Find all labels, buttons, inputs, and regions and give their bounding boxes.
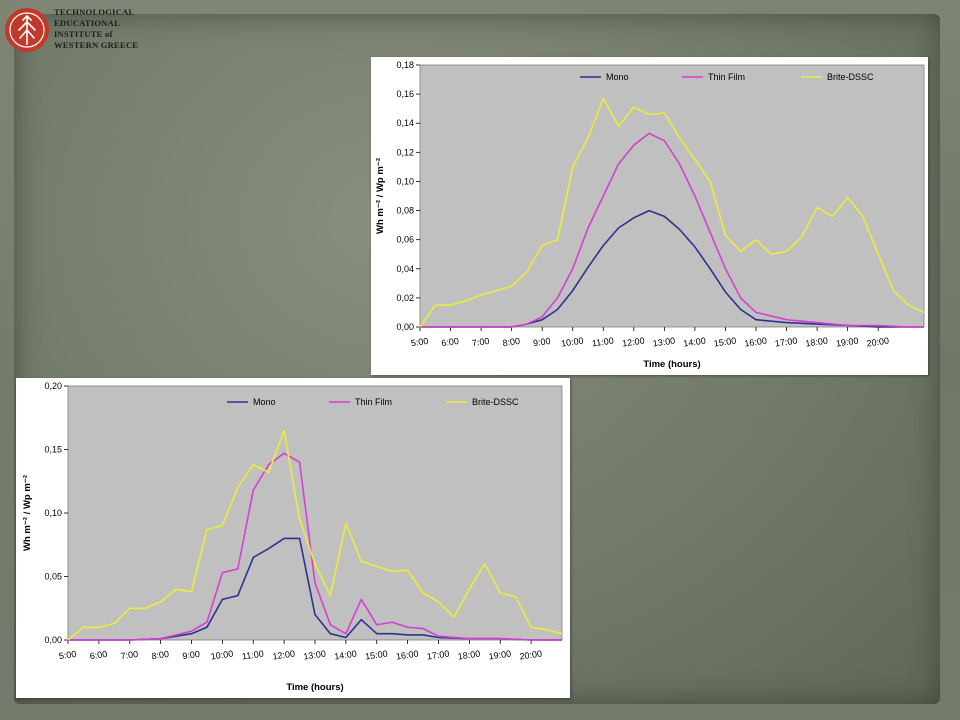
x-axis-label: Time (hours) — [286, 682, 343, 693]
institute-name: TECHNOLOGICAL EDUCATIONAL INSTITUTE of W… — [54, 7, 138, 51]
x-tick-label: 16:00 — [744, 336, 768, 349]
x-tick-label: 18:00 — [805, 336, 829, 349]
institute-name-line: WESTERN GREECE — [54, 40, 139, 50]
x-tick-label: 16:00 — [395, 649, 419, 662]
x-tick-label: 17:00 — [774, 336, 798, 349]
x-tick-label: 11:00 — [591, 336, 614, 349]
x-tick-label: 12:00 — [272, 649, 296, 662]
x-tick-label: 12:00 — [622, 336, 646, 349]
institute-name-line: INSTITUTE of — [54, 29, 113, 39]
y-tick-label: 0,18 — [396, 60, 414, 70]
series-line — [68, 452, 562, 641]
legend-label: Thin Film — [355, 397, 392, 407]
y-tick-label: 0,02 — [396, 293, 414, 303]
x-tick-label: 6:00 — [441, 336, 460, 348]
x-tick-label: 10:00 — [210, 649, 234, 662]
x-tick-label: 20:00 — [519, 649, 543, 662]
series-line — [419, 97, 925, 328]
legend-label: Mono — [606, 72, 629, 82]
chart-svg: 0,00 0,02 0,04 0,06 0,08 0,10 0,12 0,14 0,16 0,18… — [375, 60, 925, 370]
x-tick-label: 8:00 — [502, 336, 521, 348]
y-tick-label: 0,00 — [396, 322, 414, 332]
y-tick-label: 0,14 — [396, 118, 414, 128]
x-tick-label: 18:00 — [457, 649, 481, 662]
plot-area — [419, 64, 925, 328]
x-axis-label: Time (hours) — [643, 359, 700, 370]
x-tick-label: 11:00 — [241, 649, 264, 662]
legend-label: Brite-DSSC — [472, 397, 519, 407]
y-tick-label: 0,16 — [396, 89, 414, 99]
institute-name-line: TECHNOLOGICAL — [54, 7, 135, 17]
x-tick-label: 8:00 — [151, 649, 170, 661]
y-tick-label: 0,12 — [396, 147, 414, 157]
x-tick-label: 6:00 — [89, 649, 108, 661]
x-tick-label: 14:00 — [334, 649, 358, 662]
x-tick-label: 15:00 — [713, 336, 737, 349]
x-tick-label: 7:00 — [471, 336, 490, 348]
y-axis-label: Wh m⁻² / Wp m⁻² — [22, 475, 33, 551]
x-tick-label: 13:00 — [652, 336, 676, 349]
institute-logo: TECHNOLOGICAL EDUCATIONAL INSTITUTE of W… — [4, 4, 154, 56]
chart-panel-bottom: 0,00 0,05 0,10 0,15 0,20 5:00 6:00 7:00 8:00 9:00… — [16, 378, 570, 698]
x-tick-label: 7:00 — [120, 649, 139, 661]
x-tick-label: 9:00 — [182, 649, 201, 661]
y-tick-label: 0,15 — [44, 445, 62, 455]
y-tick-label: 0,00 — [44, 635, 62, 645]
x-tick-label: 19:00 — [488, 649, 512, 662]
y-tick-label: 0,10 — [44, 508, 62, 518]
x-tick-label: 13:00 — [303, 649, 327, 662]
x-tick-label: 20:00 — [866, 336, 890, 349]
x-tick-label: 19:00 — [835, 336, 859, 349]
legend-label: Thin Film — [708, 72, 745, 82]
x-tick-label: 5:00 — [410, 336, 429, 348]
x-tick-label: 9:00 — [532, 336, 551, 348]
x-tick-label: 5:00 — [58, 649, 77, 661]
chart-panel-top: 0,00 0,02 0,04 0,06 0,08 0,10 0,12 0,14 0,16 0,18… — [371, 57, 928, 375]
series-line — [420, 132, 924, 328]
y-tick-label: 0,08 — [396, 206, 414, 216]
y-tick-label: 0,20 — [44, 381, 62, 391]
y-tick-label: 0,05 — [44, 572, 62, 582]
y-tick-label: 0,04 — [396, 264, 414, 274]
series-line — [68, 537, 562, 641]
y-tick-label: 0,10 — [396, 176, 414, 186]
plot-area — [67, 385, 563, 641]
institute-name-line: EDUCATIONAL — [54, 18, 121, 28]
x-tick-label: 17:00 — [426, 649, 450, 662]
y-tick-label: 0,06 — [396, 235, 414, 245]
x-tick-label: 15:00 — [364, 649, 388, 662]
y-axis-label: Wh m⁻² / Wp m⁻² — [375, 158, 386, 234]
legend-label: Brite-DSSC — [827, 72, 874, 82]
legend-label: Mono — [253, 397, 276, 407]
series-line — [67, 429, 563, 641]
institute-emblem-icon — [5, 8, 49, 52]
chart-svg: 0,00 0,05 0,10 0,15 0,20 5:00 6:00 7:00 8:00 9:00… — [22, 381, 563, 693]
x-tick-label: 14:00 — [683, 336, 707, 349]
x-tick-label: 10:00 — [560, 336, 584, 349]
